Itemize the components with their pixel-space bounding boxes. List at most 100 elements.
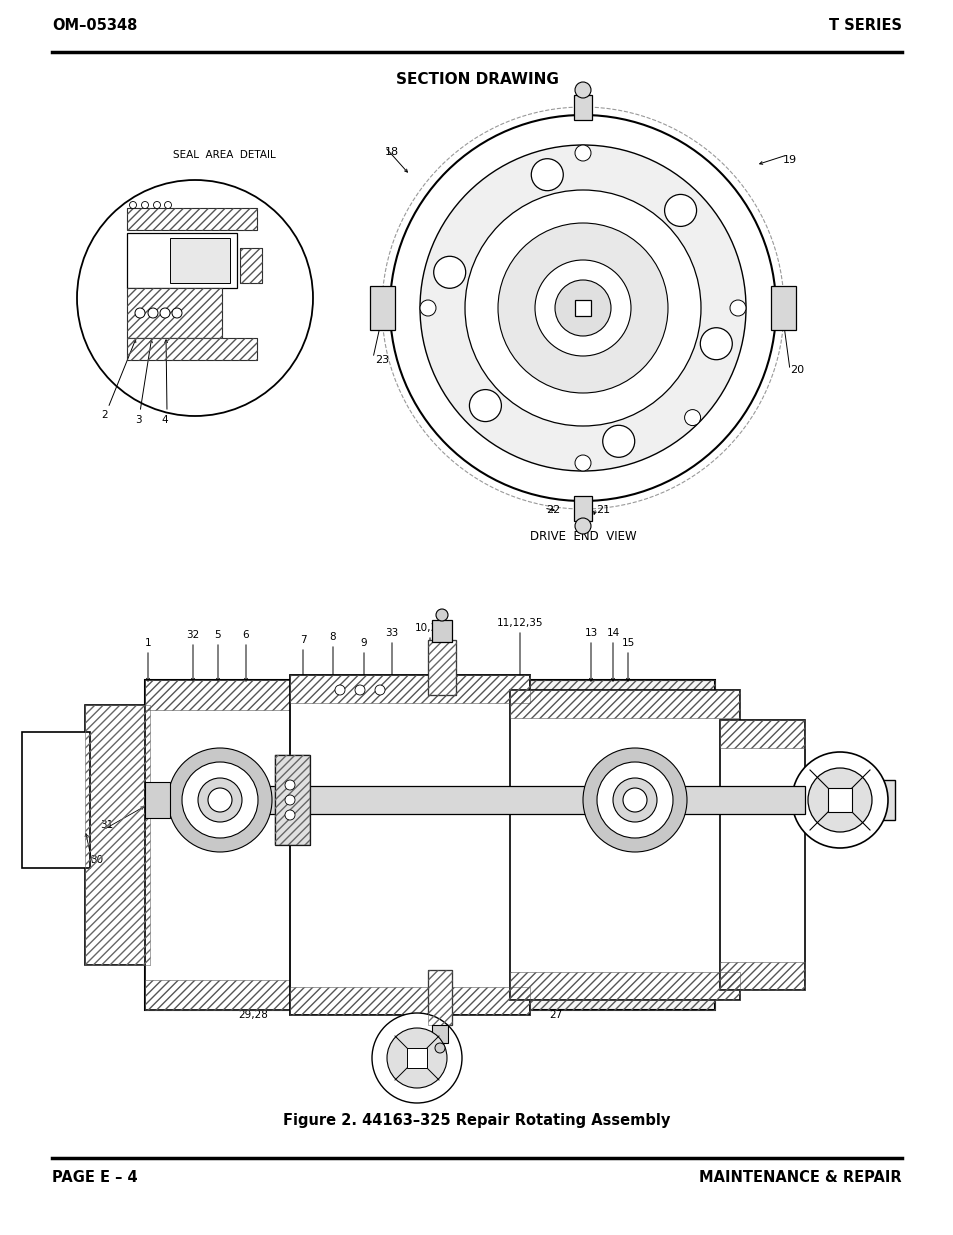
Text: 27: 27 <box>549 1010 562 1020</box>
Circle shape <box>168 748 272 852</box>
Bar <box>574 496 592 521</box>
Bar <box>240 248 262 283</box>
Text: 1: 1 <box>145 638 152 648</box>
Text: 22: 22 <box>545 505 559 515</box>
Text: SEAL  AREA  DETAIL: SEAL AREA DETAIL <box>172 149 275 161</box>
Text: 10,34: 10,34 <box>415 622 444 634</box>
Bar <box>290 676 530 703</box>
Text: 32: 32 <box>186 630 199 640</box>
Text: 36: 36 <box>403 1010 416 1020</box>
Text: 19: 19 <box>782 156 797 165</box>
Circle shape <box>807 768 871 832</box>
Text: 20: 20 <box>789 366 803 375</box>
Bar <box>127 288 222 338</box>
Text: 21: 21 <box>596 505 610 515</box>
Bar <box>370 287 395 330</box>
Circle shape <box>497 224 667 393</box>
Text: 30: 30 <box>90 855 103 864</box>
Circle shape <box>355 685 365 695</box>
Bar <box>127 338 256 359</box>
Text: MAINTENANCE & REPAIR: MAINTENANCE & REPAIR <box>699 1170 901 1186</box>
Bar <box>428 969 452 1025</box>
Text: 11,12,35: 11,12,35 <box>497 618 542 629</box>
Bar <box>240 248 262 283</box>
Circle shape <box>130 201 136 209</box>
Text: 15: 15 <box>620 638 634 648</box>
Circle shape <box>164 201 172 209</box>
Bar <box>720 720 804 748</box>
Circle shape <box>469 389 501 421</box>
Text: 7: 7 <box>299 635 306 645</box>
Bar <box>145 981 714 1010</box>
Bar <box>827 788 851 811</box>
Circle shape <box>575 144 590 161</box>
Bar <box>290 676 530 1015</box>
Circle shape <box>160 308 170 317</box>
Text: 13: 13 <box>584 629 597 638</box>
Circle shape <box>335 685 345 695</box>
Circle shape <box>375 685 385 695</box>
Circle shape <box>729 300 745 316</box>
Circle shape <box>153 201 160 209</box>
Bar <box>510 690 740 1000</box>
Bar <box>720 962 804 990</box>
Text: 4: 4 <box>161 415 168 425</box>
Bar <box>127 207 256 230</box>
Bar <box>127 207 256 230</box>
Bar <box>428 640 456 695</box>
Text: 5: 5 <box>214 630 221 640</box>
Circle shape <box>700 327 732 359</box>
Circle shape <box>387 1028 447 1088</box>
Text: 18: 18 <box>385 147 398 157</box>
Circle shape <box>182 762 257 839</box>
Bar <box>432 620 452 642</box>
Text: Figure 2. 44163–325 Repair Rotating Assembly: Figure 2. 44163–325 Repair Rotating Asse… <box>283 1113 670 1128</box>
Bar <box>145 680 310 710</box>
Circle shape <box>555 280 610 336</box>
Text: 23: 23 <box>375 354 389 366</box>
Circle shape <box>434 257 465 288</box>
Text: 6: 6 <box>242 630 249 640</box>
Circle shape <box>791 752 887 848</box>
Bar <box>432 1025 448 1044</box>
Text: 33: 33 <box>385 629 398 638</box>
Text: 16: 16 <box>687 769 700 781</box>
Bar <box>770 287 795 330</box>
Bar <box>274 755 310 845</box>
Circle shape <box>208 788 232 811</box>
Circle shape <box>575 517 590 534</box>
Bar <box>574 95 592 120</box>
Text: 17: 17 <box>711 788 724 798</box>
Bar <box>145 680 714 710</box>
Text: 26: 26 <box>685 902 699 911</box>
Circle shape <box>436 609 448 621</box>
Text: 29,28: 29,28 <box>238 1010 268 1020</box>
Bar <box>510 972 740 1000</box>
Bar <box>127 233 236 288</box>
Bar <box>428 969 452 1025</box>
Bar <box>290 987 530 1015</box>
Text: 31: 31 <box>100 820 113 830</box>
Circle shape <box>602 425 634 457</box>
Circle shape <box>285 781 294 790</box>
Bar <box>428 640 456 695</box>
Circle shape <box>597 762 672 839</box>
Circle shape <box>172 308 182 317</box>
Bar <box>85 705 150 965</box>
Bar <box>407 1049 427 1068</box>
Text: 24: 24 <box>685 862 699 872</box>
Bar <box>85 705 150 965</box>
Bar <box>170 238 230 283</box>
Circle shape <box>141 201 149 209</box>
Circle shape <box>148 308 158 317</box>
Circle shape <box>535 261 630 356</box>
Circle shape <box>435 1044 444 1053</box>
Bar <box>274 755 310 845</box>
Text: SECTION DRAWING: SECTION DRAWING <box>395 72 558 86</box>
Bar <box>804 781 894 820</box>
Circle shape <box>613 778 657 823</box>
Circle shape <box>135 308 145 317</box>
Bar <box>145 782 170 818</box>
Circle shape <box>390 115 775 501</box>
Circle shape <box>684 410 700 426</box>
